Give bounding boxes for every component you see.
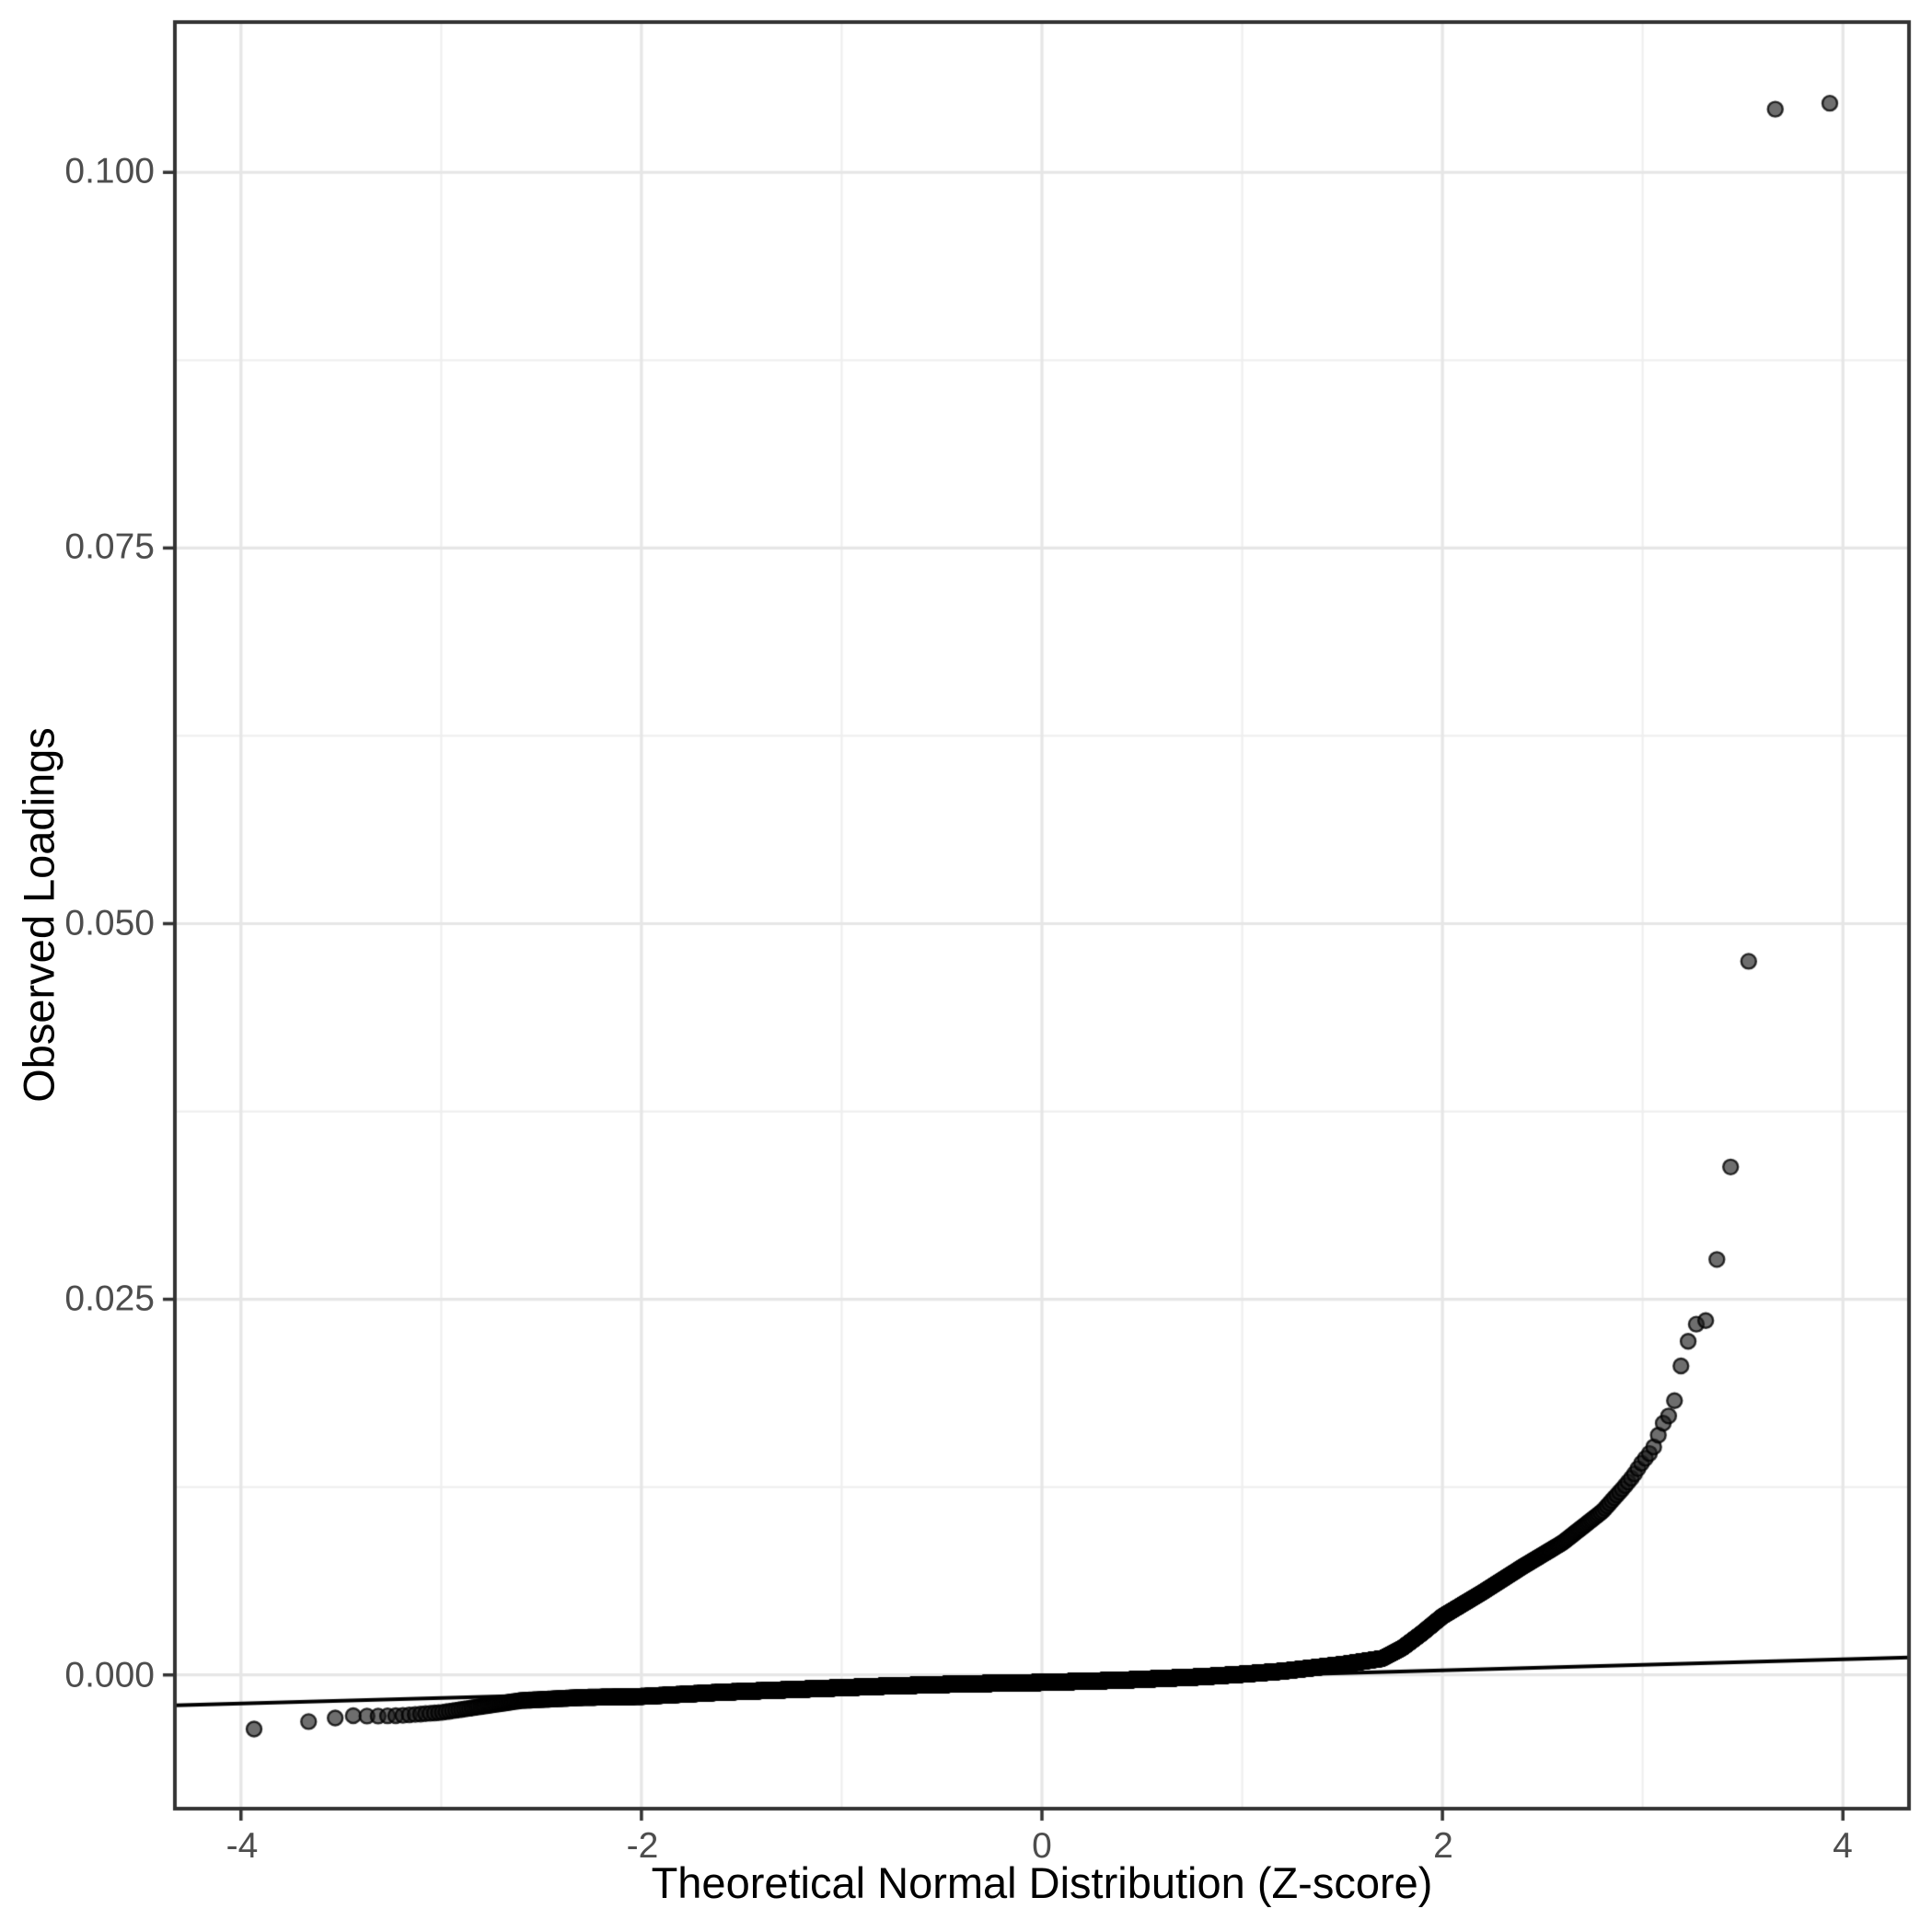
y-tick-label-0050: 0.050 — [64, 903, 155, 943]
y-tick-label-0000: 0.000 — [64, 1655, 155, 1695]
x-tick-label-4: 4 — [1833, 1826, 1853, 1866]
y-tick-label-0075: 0.075 — [64, 526, 155, 567]
x-tick-label-neg2: -2 — [626, 1826, 659, 1866]
x-tick-label-0: 0 — [1032, 1826, 1052, 1866]
x-axis-title: Theoretical Normal Distribution (Z-score… — [651, 1858, 1433, 1907]
y-tick-label-0100: 0.100 — [64, 151, 155, 191]
x-tick-label-2: 2 — [1433, 1826, 1453, 1866]
y-tick-label-0025: 0.025 — [64, 1278, 155, 1319]
y-axis-title: Observed Loadings — [14, 727, 64, 1103]
x-tick-label-neg4: -4 — [226, 1826, 259, 1866]
